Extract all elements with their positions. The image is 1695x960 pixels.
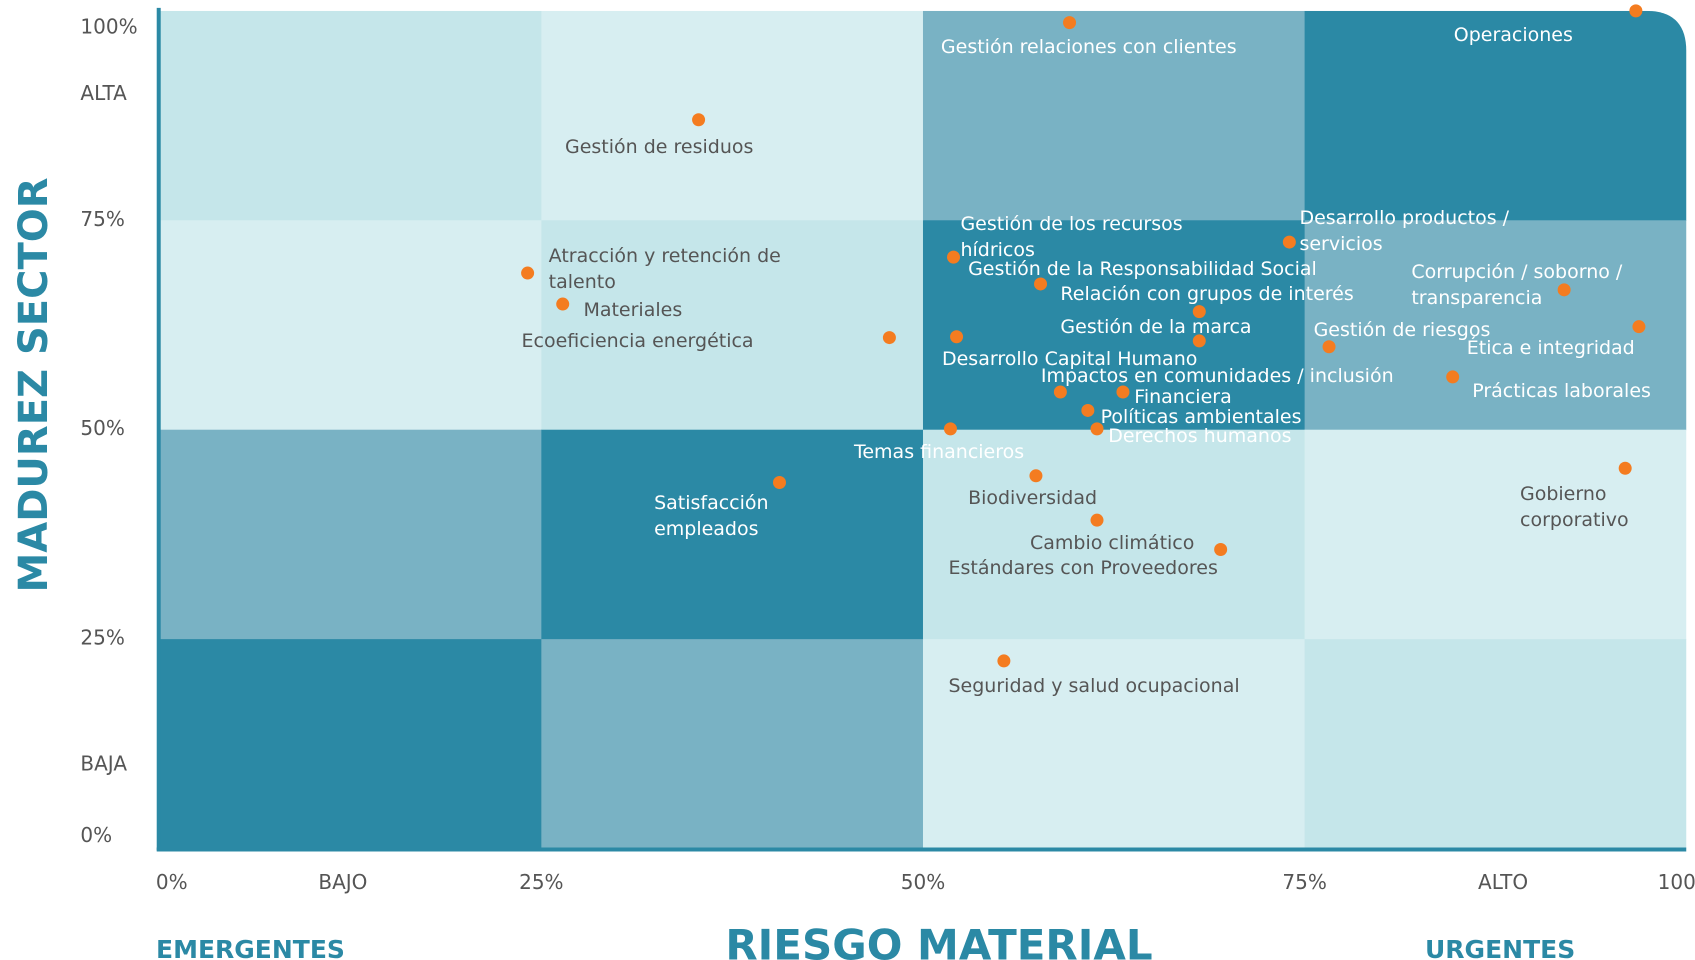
zone — [159, 10, 542, 221]
point — [1192, 305, 1206, 319]
x-tick-label: BAJO — [318, 870, 367, 894]
point — [1282, 235, 1296, 249]
point-label: Operaciones — [1453, 23, 1573, 46]
x-tick-label: 75% — [1282, 870, 1326, 894]
y-tick-label: ALTA — [80, 81, 127, 105]
point — [1322, 340, 1336, 354]
zone — [541, 220, 924, 431]
x-tick-label: 100% — [1658, 870, 1695, 894]
zone — [159, 220, 542, 431]
point-label: Desarrollo Capital Humano — [941, 347, 1198, 370]
point-label: Atracción y retención de talento — [548, 245, 781, 294]
point-label: Biodiversidad — [968, 486, 1098, 509]
point-label: Ética e integridad — [1466, 336, 1635, 359]
point-label: Gobierno corporativo — [1520, 483, 1629, 532]
point — [1192, 334, 1206, 348]
point — [772, 475, 786, 489]
x-tick-label: ALTO — [1478, 870, 1528, 894]
point-label: Gestión de la Responsabilidad Social — [968, 258, 1317, 281]
point-label: Gestión de riesgos — [1313, 319, 1491, 342]
y-tick-label: BAJA — [80, 751, 127, 775]
point — [1081, 403, 1095, 417]
point — [1629, 4, 1643, 18]
point-label: Seguridad y salud ocupacional — [948, 674, 1240, 697]
zone — [1304, 429, 1687, 640]
point-label: Gestión relaciones con clientes — [940, 35, 1237, 58]
x-axis-title: RIESGO MATERIAL — [725, 921, 1152, 960]
point-label: Estándares con Proveedores — [948, 557, 1218, 580]
zone — [159, 639, 542, 849]
zone — [1304, 639, 1687, 849]
point — [997, 654, 1011, 668]
point — [1034, 277, 1048, 291]
zone — [541, 429, 924, 640]
point-label: Prácticas laborales — [1472, 380, 1651, 403]
zones — [159, 10, 1687, 849]
point — [950, 330, 964, 344]
point-label: Gestión de la marca — [1060, 316, 1252, 339]
point-label: Financiera — [1134, 385, 1232, 408]
point-label: Relación con grupos de interés — [1060, 283, 1354, 306]
y-tick-label: 25% — [80, 626, 124, 650]
y-tick-label: 100% — [80, 15, 137, 39]
point-label: Desarrollo productos / servicios — [1299, 207, 1510, 256]
y-tick-label: 50% — [80, 416, 124, 440]
point-label: Gestión de los recursos hídricos — [960, 212, 1183, 261]
zone — [541, 10, 924, 221]
y-tick-label: 0% — [80, 823, 112, 847]
point — [1214, 543, 1228, 557]
point — [556, 297, 570, 311]
annotation: EMERGENTES — [156, 935, 345, 960]
point-label: Corrupción / soborno / transparencia — [1411, 260, 1623, 309]
point — [1632, 320, 1646, 334]
zone — [922, 220, 1306, 431]
point-label: Impactos en comunidades / inclusión — [1040, 364, 1394, 387]
x-tick-label: 25% — [519, 870, 563, 894]
x-tick-label: 50% — [901, 870, 945, 894]
point-label: Satisfacción empleados — [654, 492, 769, 541]
point — [521, 266, 535, 280]
point-label: Políticas ambientales — [1100, 406, 1302, 429]
point — [947, 250, 961, 264]
y-tick-label: 75% — [80, 207, 124, 231]
annotation: URGENTES — [1425, 935, 1575, 960]
point — [1446, 370, 1460, 384]
y-axis-title: MADUREZ SECTOR — [11, 177, 57, 592]
point-label: Cambio climático — [1030, 532, 1195, 555]
point — [882, 331, 896, 345]
zone — [922, 10, 1306, 221]
zone — [922, 429, 1306, 640]
point — [1029, 469, 1043, 483]
point — [692, 113, 706, 127]
zone — [922, 639, 1306, 849]
point — [1090, 513, 1104, 527]
point-label: Gestión de residuos — [564, 135, 754, 158]
zone — [159, 429, 542, 640]
point — [943, 422, 957, 436]
point-label: Derechos humanos — [1108, 424, 1292, 447]
point-label: Temas financieros — [853, 440, 1025, 463]
zone — [1304, 10, 1687, 221]
point — [1053, 385, 1067, 399]
point — [1090, 422, 1104, 436]
point-label: Ecoeficiencia energética — [521, 330, 754, 353]
point — [1557, 283, 1571, 297]
point — [1116, 385, 1130, 399]
point — [1063, 16, 1077, 30]
zone — [1304, 220, 1687, 431]
zone — [541, 639, 924, 849]
x-tick-label: 0% — [156, 870, 188, 894]
point — [1618, 461, 1632, 475]
point-label: Materiales — [583, 298, 683, 321]
